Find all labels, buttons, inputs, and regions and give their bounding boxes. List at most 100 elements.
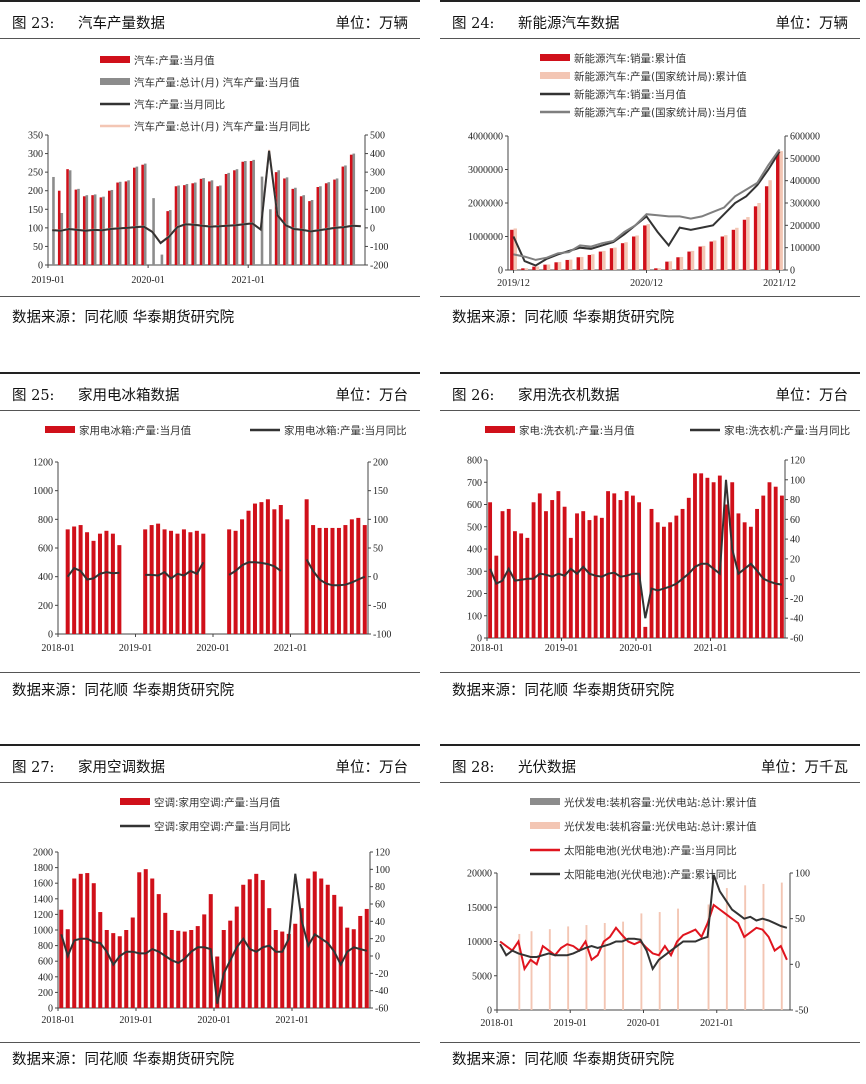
y2-tick-label: -200	[370, 261, 388, 272]
bar	[107, 190, 111, 265]
bar	[65, 529, 70, 634]
y2-tick-label: 500000	[790, 154, 820, 165]
chart-air-conditioner: 空调:家用空调:产量:当月值空调:家用空调:产量:当月同比02004006008…	[33, 796, 390, 1026]
bar	[304, 499, 309, 634]
bar	[761, 495, 766, 638]
bar	[513, 531, 517, 638]
bar	[234, 906, 239, 1008]
bar	[252, 503, 257, 634]
bar	[285, 177, 289, 265]
legend-label: 家电:洗衣机:产量:当月同比	[724, 424, 850, 437]
bar	[66, 169, 69, 265]
bar	[524, 268, 529, 270]
bar	[349, 154, 353, 265]
bar	[299, 908, 304, 1008]
y-tick-label: 800	[38, 941, 53, 952]
bar	[293, 923, 298, 1008]
bar	[78, 873, 83, 1008]
y-tick-label: 400	[38, 972, 53, 983]
x-tick-label: 2020-01	[131, 275, 164, 286]
bar	[160, 254, 164, 265]
legend-label: 汽车产量:总计(月) 汽车产量:当月同比	[134, 120, 310, 133]
bar	[521, 268, 525, 270]
bar	[202, 914, 207, 1008]
legend-label: 新能源汽车:销量:当月值	[574, 88, 687, 101]
bar	[690, 250, 695, 270]
y-tick-label: 1000	[33, 486, 53, 497]
figure-number: 图 27:	[12, 760, 55, 776]
x-tick-label: 2020-01	[197, 1015, 230, 1026]
bar	[779, 495, 784, 638]
bar	[241, 884, 246, 1008]
bar	[556, 491, 561, 638]
bar	[52, 176, 55, 265]
x-tick-label: 2021-01	[274, 643, 307, 654]
bar	[156, 523, 161, 634]
x-tick-label: 2019-01	[545, 643, 578, 654]
bar	[228, 920, 233, 1008]
bar	[730, 482, 735, 638]
bar	[731, 229, 736, 270]
bar	[494, 555, 499, 638]
bar	[742, 219, 747, 270]
figure-title: 家用电冰箱数据	[78, 388, 180, 404]
bar	[208, 181, 211, 265]
y-tick-label: 10000	[467, 937, 492, 948]
bar	[757, 203, 761, 270]
bar	[677, 908, 679, 1010]
bar	[181, 529, 186, 634]
bar	[130, 917, 135, 1008]
bar	[622, 921, 625, 1010]
y-tick-label: 600	[38, 544, 53, 555]
bar	[720, 236, 725, 270]
bar	[124, 930, 129, 1008]
bar	[319, 878, 324, 1008]
y-tick-label: 0	[477, 634, 482, 645]
bar	[227, 529, 232, 634]
bar	[57, 190, 61, 265]
y-tick-label: 4000000	[468, 132, 503, 143]
legend-label: 家电:洗衣机:产量:当月值	[519, 424, 635, 437]
legend-label: 家用电冰箱:产量:当月同比	[284, 424, 407, 437]
bar	[224, 174, 228, 265]
bar	[189, 930, 194, 1008]
source-note: 数据来源：同花顺 华泰期货研究院	[452, 310, 675, 326]
bar	[712, 240, 717, 270]
legend-label: 新能源汽车:销量:累计值	[574, 52, 687, 65]
y-tick-label: 0	[487, 1006, 492, 1017]
y2-tick-label: 400	[370, 149, 385, 160]
bar	[135, 166, 139, 265]
bar	[711, 482, 716, 638]
bar	[351, 929, 356, 1008]
bar	[580, 256, 584, 270]
chart-washing-machine: 家电:洗衣机:产量:当月值 家电:洗衣机:产量:当月同比0100200300400…	[467, 424, 850, 654]
bar	[104, 530, 109, 634]
bar	[646, 224, 650, 270]
bar	[635, 235, 639, 270]
bar	[286, 933, 291, 1008]
series-line	[489, 479, 783, 619]
bar	[117, 545, 122, 634]
bar	[709, 241, 713, 270]
bar	[535, 266, 540, 270]
y2-tick-label: 0	[375, 952, 380, 963]
bar	[665, 261, 669, 270]
legend-label: 空调:家用空调:产量:当月同比	[154, 820, 291, 833]
bar	[175, 533, 180, 634]
bar	[568, 537, 573, 638]
x-tick-label: 2020-01	[627, 1018, 660, 1029]
x-tick-label: 2019-01	[119, 643, 152, 654]
y-tick-label: 20000	[467, 869, 492, 880]
bar	[244, 161, 247, 265]
x-tick-label: 2018-01	[41, 643, 74, 654]
bar	[662, 526, 666, 638]
bar	[744, 885, 747, 1010]
y2-tick-label: -60	[375, 1004, 388, 1015]
bar	[585, 925, 588, 1010]
y2-tick-label: 80	[790, 495, 800, 506]
x-tick-label: 2018-01	[470, 643, 503, 654]
y-tick-label: 200	[38, 601, 53, 612]
bar	[317, 527, 322, 634]
bar	[773, 486, 778, 638]
source-note: 数据来源：同花顺 华泰期货研究院	[452, 683, 675, 699]
